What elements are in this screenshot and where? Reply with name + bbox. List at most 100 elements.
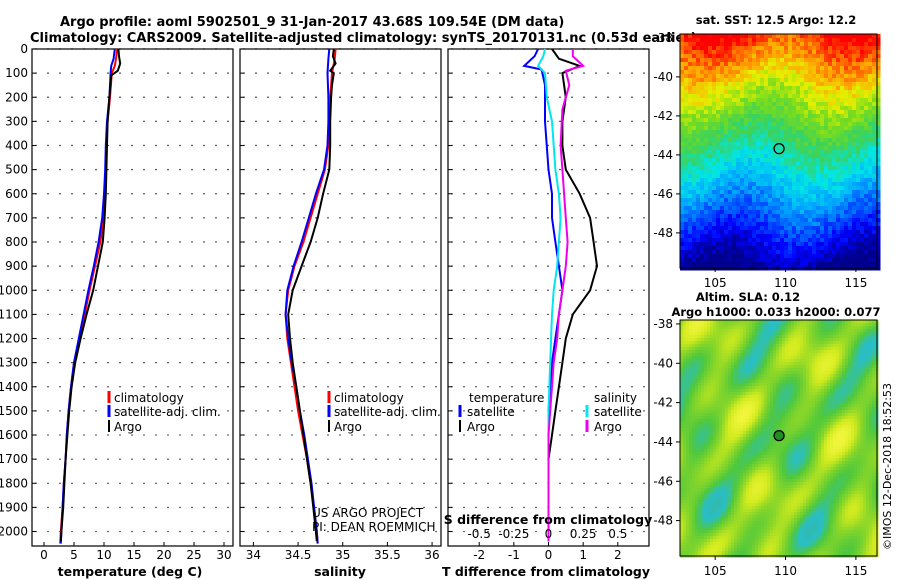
map-cell — [752, 341, 756, 345]
grid-dot — [387, 386, 389, 388]
map-cell — [845, 323, 849, 327]
map-cell — [784, 230, 789, 235]
map-cell — [776, 154, 781, 159]
map-cell — [821, 338, 825, 342]
map-cell — [824, 134, 829, 139]
grid-dot — [95, 289, 97, 291]
map-cell — [872, 210, 877, 215]
grid-dot — [59, 410, 61, 412]
map-cell — [788, 198, 793, 203]
map-cell — [788, 186, 793, 191]
map-cell — [836, 335, 840, 339]
map-cell — [776, 94, 781, 99]
map-cell — [755, 329, 759, 333]
map-cell — [704, 190, 709, 195]
map-cell — [857, 344, 861, 348]
map-cell — [701, 347, 705, 351]
map-cell — [712, 98, 717, 103]
grid-dot — [499, 506, 501, 509]
map-cell — [780, 246, 785, 251]
map-cell — [696, 198, 701, 203]
grid-dot — [83, 96, 85, 98]
map-cell — [876, 114, 881, 119]
map-cell — [764, 154, 769, 159]
map-cell — [708, 94, 713, 99]
map-cell — [840, 170, 845, 175]
grid-dot — [511, 482, 513, 484]
grid-dot — [499, 313, 501, 316]
grid-dot — [511, 289, 513, 291]
map-cell — [797, 320, 801, 324]
map-cell — [720, 154, 725, 159]
map-cell — [768, 162, 773, 167]
map-cell — [752, 323, 756, 327]
map-cell — [680, 46, 685, 51]
map-cell — [856, 222, 861, 227]
map-cell — [692, 58, 697, 63]
map-cell — [764, 158, 769, 163]
temperature-plot-frame — [31, 48, 234, 547]
grid-dot — [203, 96, 205, 98]
map-cell — [842, 347, 846, 351]
map-cell — [696, 86, 701, 91]
map-cell — [856, 54, 861, 59]
map-cell — [776, 320, 780, 324]
grid-dot — [535, 241, 537, 243]
map-cell — [720, 122, 725, 127]
map-cell — [712, 82, 717, 87]
map-cell — [832, 118, 837, 123]
map-cell — [844, 102, 849, 107]
map-cell — [796, 122, 801, 127]
map-cell — [857, 320, 861, 324]
map-cell — [700, 78, 705, 83]
map-cell — [736, 154, 741, 159]
series-line — [536, 48, 562, 542]
map-cell — [876, 238, 881, 243]
map-cell — [816, 206, 821, 211]
map-cell — [808, 66, 813, 71]
map-cell — [732, 250, 737, 255]
map-cell — [816, 138, 821, 143]
map-cell — [724, 90, 729, 95]
map-cell — [848, 90, 853, 95]
map-cell — [680, 126, 685, 131]
grid-dot — [607, 434, 609, 436]
map-cell — [724, 82, 729, 87]
map-cell — [760, 70, 765, 75]
map-cell — [768, 230, 773, 235]
grid-dot — [375, 120, 377, 123]
grid-dot — [279, 217, 281, 219]
map-cell — [842, 329, 846, 333]
grid-dot — [327, 458, 329, 460]
map-cell — [808, 198, 813, 203]
map-cell — [712, 34, 717, 39]
top-tick-label: 0 — [545, 527, 553, 541]
map-cell — [824, 86, 829, 91]
map-cell — [872, 323, 876, 327]
grid-dot — [387, 168, 389, 171]
map-cell — [794, 350, 798, 354]
map-cell — [688, 66, 693, 71]
map-cell — [772, 206, 777, 211]
map-cell — [812, 38, 817, 43]
map-cell — [698, 350, 702, 354]
grid-dot — [47, 96, 49, 98]
map-cell — [724, 214, 729, 219]
map-cell — [772, 246, 777, 251]
map-cell — [816, 230, 821, 235]
map-cell — [864, 150, 869, 155]
map-cell — [806, 338, 810, 342]
map-cell — [692, 158, 697, 163]
y-tick-label: 700 — [5, 211, 28, 225]
grid-dot — [523, 482, 525, 484]
map-cell — [680, 54, 685, 59]
map-cell — [808, 94, 813, 99]
map-cell — [720, 174, 725, 179]
map-cell — [864, 94, 869, 99]
map-cell — [830, 326, 834, 330]
grid-dot — [279, 265, 281, 267]
grid-dot — [463, 96, 465, 98]
grid-dot — [279, 168, 281, 171]
grid-dot — [523, 530, 525, 533]
grid-dot — [315, 337, 317, 340]
